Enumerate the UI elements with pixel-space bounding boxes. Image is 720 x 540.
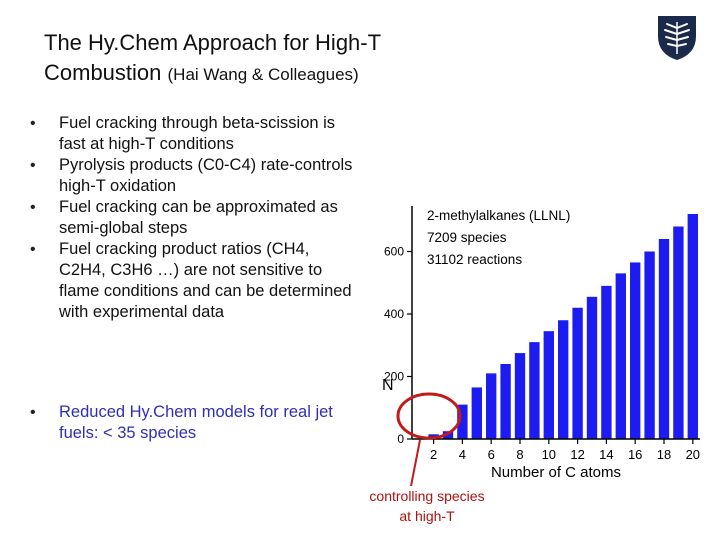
y-tick-label: 200 <box>384 370 404 384</box>
title-line-2: Combustion (Hai Wang & Colleagues) <box>44 58 564 90</box>
x-tick-label: 14 <box>599 447 613 462</box>
bullet-item: Fuel cracking through beta-scission is f… <box>30 113 360 155</box>
title-main: Combustion <box>44 60 162 85</box>
y-tick-label: 400 <box>384 307 404 321</box>
x-tick-label: 20 <box>686 447 700 462</box>
highlight-bullet-list: Reduced Hy.Chem models for real jet fuel… <box>30 402 360 444</box>
y-tick-label: 600 <box>384 245 404 259</box>
bullet-item-highlight: Reduced Hy.Chem models for real jet fuel… <box>30 402 360 444</box>
controlling-species-note: controlling species at high-T <box>352 486 502 526</box>
title-suffix: (Hai Wang & Colleagues) <box>167 65 359 84</box>
annotation-line-2: 7209 species <box>427 230 507 245</box>
axes-group <box>411 206 700 440</box>
x-tick-label: 4 <box>459 447 466 462</box>
bar-c4 <box>457 404 468 439</box>
title-line-1: The Hy.Chem Approach for High-T <box>44 30 382 55</box>
bar-c13 <box>586 296 598 439</box>
bar-c8 <box>514 353 526 439</box>
bar-c11 <box>558 320 569 439</box>
annotation-pointer <box>410 439 421 486</box>
annotation-line-1: 2-methylalkanes (LLNL) <box>427 208 570 223</box>
chart-annotation: 2-methylalkanes (LLNL) 7209 species 3110… <box>427 208 570 267</box>
bar-c18 <box>658 239 670 439</box>
annotation-line-3: 31102 reactions <box>427 252 522 267</box>
bullet-item: Pyrolysis products (C0-C4) rate-controls… <box>30 155 360 197</box>
bullet-item: Fuel cracking product ratios (CH4, C2H4,… <box>30 239 360 323</box>
highlight-circle <box>396 392 462 440</box>
y-tick-group: 0 200 400 600 <box>384 245 412 446</box>
x-axis-label: Number of C atoms <box>491 464 621 481</box>
x-tick-group: 2 4 6 8 10 12 14 16 18 20 <box>430 439 700 462</box>
bar-c7 <box>500 364 511 439</box>
bullet-item: Fuel cracking can be approximated as sem… <box>30 197 360 239</box>
slide-title: The Hy.Chem Approach for High-T Combusti… <box>44 28 564 90</box>
bar-c6 <box>486 373 497 439</box>
note-line-2: at high-T <box>399 508 455 524</box>
x-tick-label: 10 <box>542 447 556 462</box>
bar-c12 <box>572 307 583 439</box>
note-line-1: controlling species <box>369 488 485 504</box>
bars-group <box>428 214 698 439</box>
x-tick-label: 8 <box>516 447 523 462</box>
bar-c20 <box>687 214 698 439</box>
x-tick-label: 18 <box>657 447 671 462</box>
y-axis-label: N <box>382 377 394 394</box>
bar-c15 <box>615 273 626 439</box>
x-tick-label: 2 <box>430 447 437 462</box>
bullet-list: Fuel cracking through beta-scission is f… <box>30 113 360 323</box>
bar-c16 <box>630 262 641 439</box>
bar-c17 <box>644 251 655 439</box>
bar-c9 <box>529 342 540 439</box>
species-count-chart: 0 200 400 600 2 4 6 8 10 12 14 16 18 20 N Number of … <box>382 206 700 486</box>
university-seal-icon <box>658 16 696 60</box>
bar-c19 <box>673 226 684 439</box>
x-tick-label: 16 <box>628 447 642 462</box>
bar-c10 <box>543 331 554 439</box>
bar-c5 <box>471 387 482 439</box>
bar-c14 <box>601 285 612 439</box>
x-tick-label: 12 <box>570 447 584 462</box>
x-tick-label: 6 <box>488 447 495 462</box>
y-tick-label: 0 <box>397 432 404 446</box>
